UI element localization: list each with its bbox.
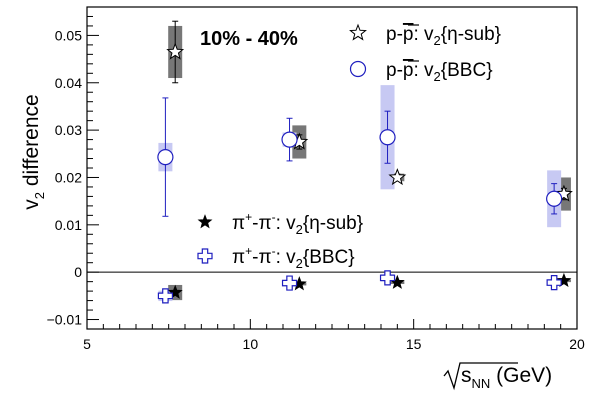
legend-marker (197, 248, 213, 264)
x-axis-title: sNN (GeV) (443, 362, 552, 391)
x-tick-label: 5 (83, 336, 91, 352)
y-tick-label: −0.01 (47, 312, 83, 328)
svg-text:sNN (GeV): sNN (GeV) (461, 364, 552, 391)
legend-marker (197, 214, 213, 229)
data-point (166, 42, 185, 60)
y-axis-title: v2 difference (20, 94, 47, 209)
x-tick-label: 15 (406, 336, 422, 352)
data-point (546, 274, 562, 291)
data-point (554, 184, 573, 202)
legend-label: π+-π-: v2{BBC} (232, 244, 355, 271)
y-tick-label: 0.01 (55, 217, 82, 233)
data-point (281, 131, 298, 148)
axis-ticks: 5 10 15 20 −0.01 0 0.01 0.02 0.03 0.04 0.05 (47, 6, 585, 352)
data-point (157, 149, 174, 166)
data-markers (157, 42, 573, 304)
data-point (379, 129, 396, 146)
legend-label: π+-π-: v2{η-sub} (232, 210, 363, 237)
error-bars (162, 20, 567, 299)
y-tick-label: 0.03 (55, 122, 82, 138)
y-tick-label: 0.04 (55, 75, 82, 91)
legend: p-p: v2{η-sub} p-p: v2{BBC} π+-π-: v2{η-su… (197, 23, 501, 271)
data-point (379, 270, 396, 286)
data-point (157, 288, 173, 304)
legend-marker (349, 60, 367, 78)
legend-label: p-p: v2{η-sub} (386, 24, 501, 48)
data-point (546, 190, 563, 207)
legend-marker (349, 23, 367, 41)
annotation-centrality: 10% - 40% (200, 28, 298, 50)
data-point (281, 275, 298, 291)
data-point (556, 272, 572, 288)
sqrt-sign (443, 362, 518, 391)
data-point (388, 168, 407, 186)
data-point (167, 284, 183, 299)
antiproton-symbol: p (403, 24, 414, 45)
antiproton-symbol: p (403, 60, 414, 81)
x-tick-label: 20 (569, 336, 585, 352)
y-tick-label: 0.05 (55, 27, 82, 43)
y-tick-label: 0 (74, 264, 82, 280)
x-tick-label: 10 (243, 336, 259, 352)
y-tick-label: 0.02 (55, 169, 82, 185)
legend-label: p-p: v2{BBC} (386, 60, 493, 84)
